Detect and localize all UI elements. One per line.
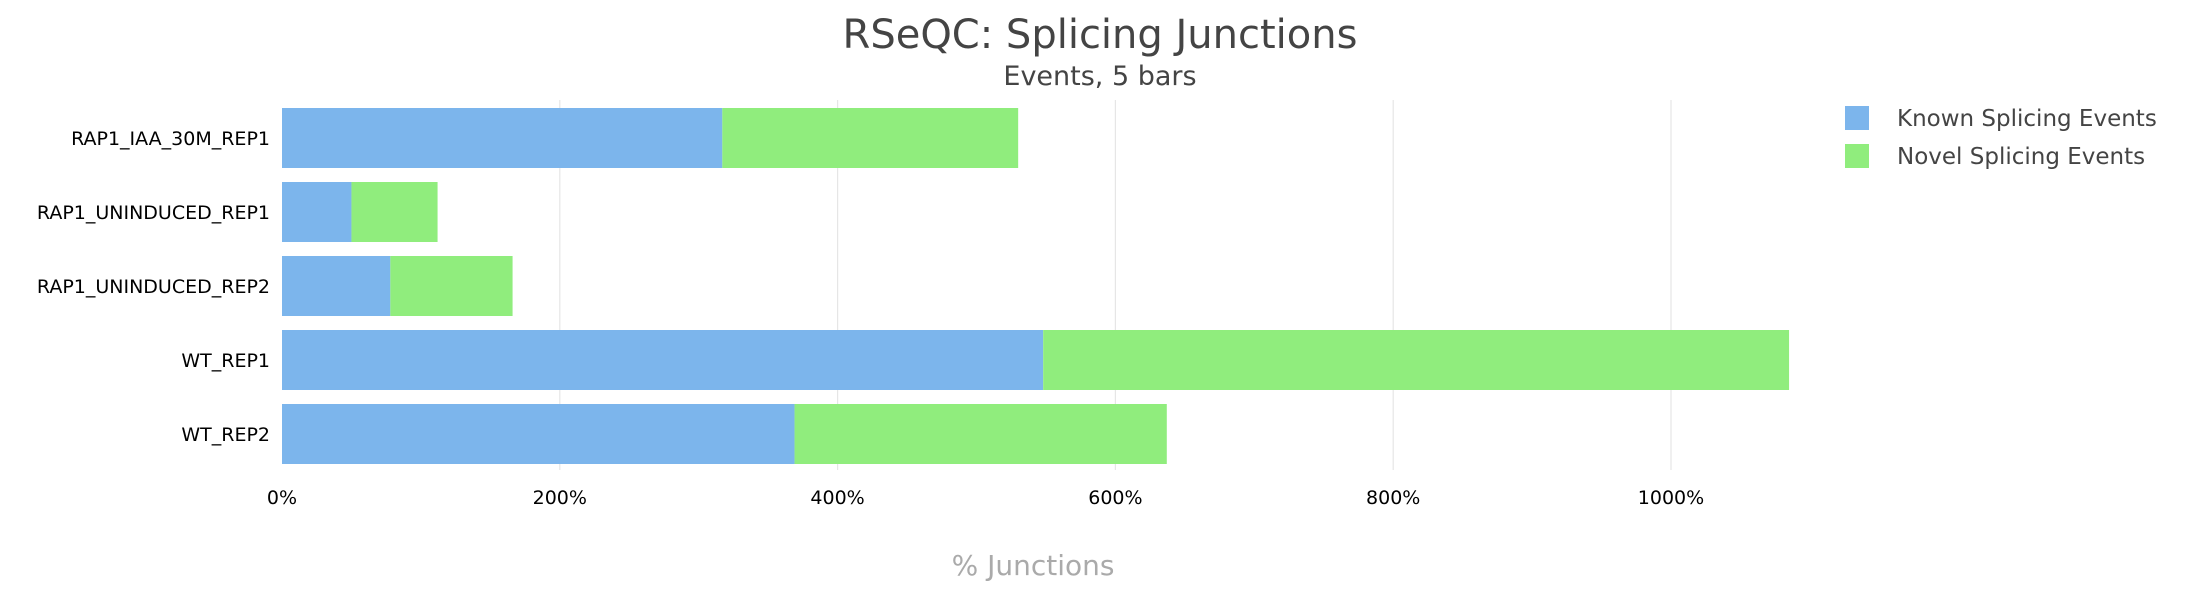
- bar-known-rap1-uninduced-rep2: [282, 256, 391, 316]
- y-tick-label: RAP1_IAA_30M_REP1: [71, 128, 270, 150]
- bar-novel-wt-rep1: [1043, 330, 1790, 390]
- y-axis-ticks: RAP1_IAA_30M_REP1 RAP1_UNINDUCED_REP1 RAP1…: [37, 128, 270, 446]
- bar-novel-rap1-uninduced-rep2: [390, 256, 513, 316]
- bars: [282, 108, 1790, 464]
- bar-known-rap1-uninduced-rep1: [282, 182, 352, 242]
- x-tick-label: 800%: [1366, 487, 1420, 509]
- x-tick-label: 200%: [533, 487, 587, 509]
- bar-novel-rap1-iaa-30m-rep1: [722, 108, 1019, 168]
- bar-novel-wt-rep2: [794, 404, 1167, 464]
- bar-known-wt-rep1: [282, 330, 1044, 390]
- bar-known-rap1-iaa-30m-rep1: [282, 108, 723, 168]
- chart-title: RSeQC: Splicing Junctions: [843, 12, 1358, 58]
- x-axis-ticks: 0% 200% 400% 600% 800% 1000%: [267, 487, 1704, 509]
- y-tick-label: WT_REP1: [181, 350, 270, 372]
- x-axis-label: % Junctions: [952, 549, 1115, 582]
- bar-known-wt-rep2: [282, 404, 795, 464]
- y-tick-label: RAP1_UNINDUCED_REP1: [37, 202, 270, 224]
- legend-swatch: [1845, 106, 1869, 130]
- legend-label: Known Splicing Events: [1897, 106, 2157, 132]
- bar-novel-rap1-uninduced-rep1: [351, 182, 438, 242]
- legend: Known Splicing Events Novel Splicing Even…: [1845, 106, 2157, 170]
- y-tick-label: WT_REP2: [181, 424, 270, 446]
- x-tick-label: 1000%: [1638, 487, 1704, 509]
- legend-swatch: [1845, 144, 1869, 168]
- chart-subtitle: Events, 5 bars: [1003, 61, 1196, 92]
- x-tick-label: 400%: [810, 487, 864, 509]
- x-tick-label: 600%: [1088, 487, 1142, 509]
- x-tick-label: 0%: [267, 487, 297, 509]
- legend-label: Novel Splicing Events: [1897, 144, 2145, 170]
- y-tick-label: RAP1_UNINDUCED_REP2: [37, 276, 270, 298]
